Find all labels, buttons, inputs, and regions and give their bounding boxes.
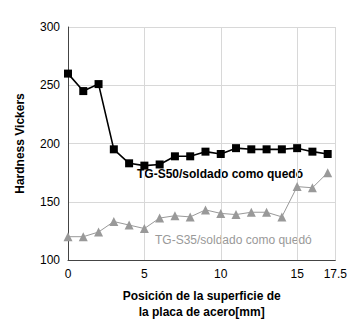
svg-text:Hardness Vickers: Hardness Vickers — [13, 93, 27, 194]
svg-text:TG-S50/soldado como quedó: TG-S50/soldado como quedó — [137, 167, 303, 181]
svg-text:Posición de la superficie de: Posición de la superficie de — [123, 289, 281, 303]
svg-text:10: 10 — [214, 267, 228, 281]
svg-text:TG-S35/soldado como quedó: TG-S35/soldado como quedó — [155, 233, 312, 247]
svg-text:la placa de acero[mm]: la placa de acero[mm] — [139, 305, 265, 319]
svg-text:250: 250 — [40, 78, 60, 92]
svg-text:15: 15 — [290, 267, 304, 281]
svg-text:0: 0 — [65, 267, 72, 281]
svg-text:17.5: 17.5 — [324, 267, 348, 281]
svg-text:150: 150 — [40, 195, 60, 209]
svg-text:300: 300 — [40, 20, 60, 34]
svg-text:200: 200 — [40, 137, 60, 151]
svg-text:100: 100 — [40, 253, 60, 267]
svg-text:5: 5 — [141, 267, 148, 281]
